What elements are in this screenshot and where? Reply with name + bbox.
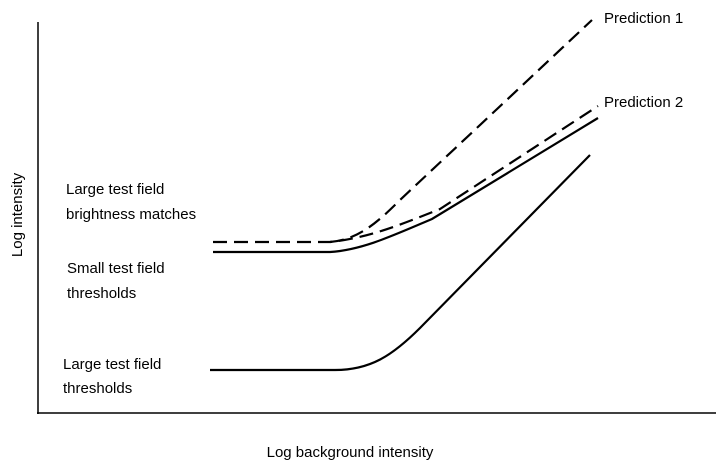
curve-label: thresholds (63, 380, 132, 397)
prediction-1-label: Prediction 1 (604, 10, 683, 27)
large-threshold-curve (210, 154, 591, 372)
curve-label: brightness matches (66, 206, 196, 223)
prediction-2-curve (213, 105, 599, 244)
x-axis-label: Log background intensity (267, 444, 434, 461)
prediction-1-curve (329, 19, 593, 244)
small-threshold-curve (213, 117, 599, 254)
curve-label: thresholds (67, 285, 136, 302)
prediction-2-label: Prediction 2 (604, 94, 683, 111)
y-axis-label: Log intensity (9, 172, 26, 257)
curve-label: Large test field (63, 356, 161, 373)
curve-label: Large test field (66, 181, 164, 198)
curve-label: Small test field (67, 260, 165, 277)
